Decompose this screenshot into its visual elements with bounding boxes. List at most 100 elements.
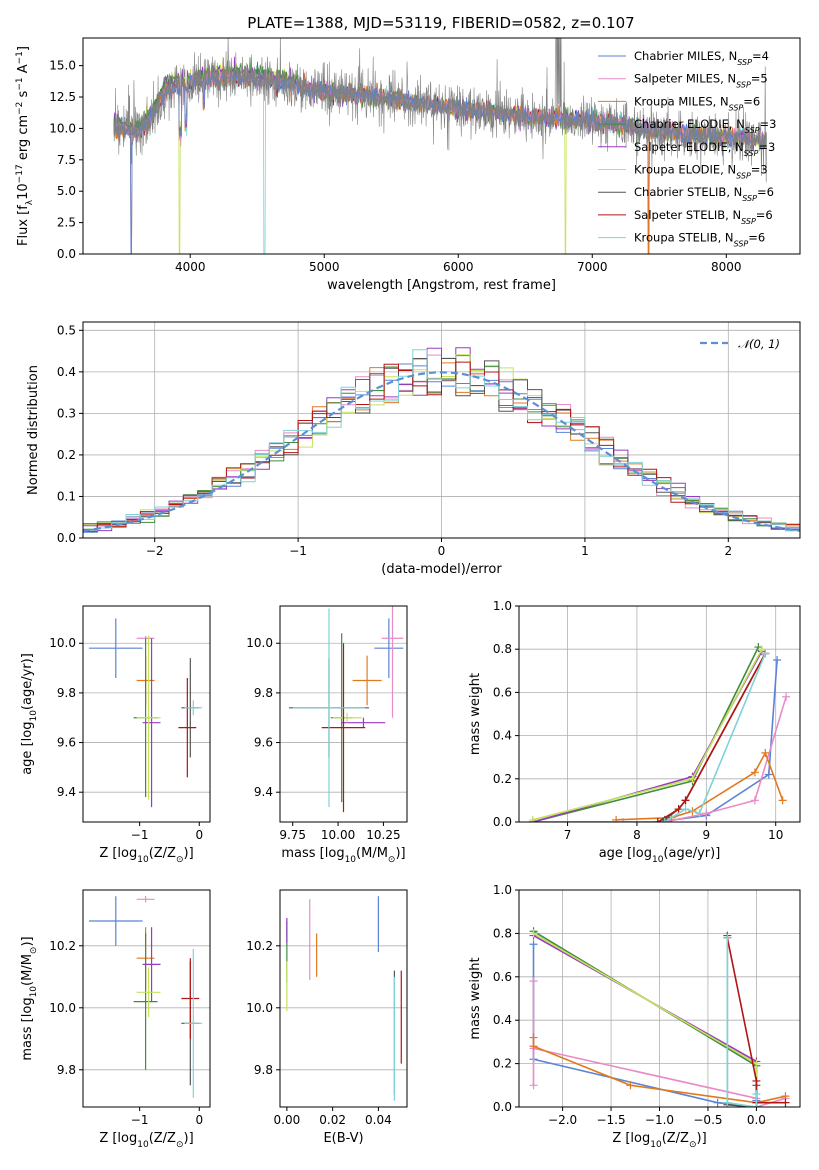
x-axis-label: Z [log10(Z/Z⊙)] — [99, 846, 193, 865]
x-tick-label: 0.00 — [274, 1113, 301, 1127]
label-part: Flux [f — [16, 205, 31, 246]
label-part: )] — [395, 846, 405, 861]
y-tick-label: 0.6 — [493, 970, 512, 984]
y-tick-label: 0.6 — [493, 685, 512, 699]
series-marker — [761, 748, 770, 757]
y-tick-label: 10.0 — [49, 636, 76, 650]
x-axis-label: age [log10(age/yr)] — [599, 846, 721, 865]
series-marker — [764, 770, 773, 779]
x-axis-label: (data-model)/error — [381, 562, 502, 577]
mass-vs-Z-points — [88, 896, 203, 1098]
series-marker — [752, 1076, 761, 1085]
series-marker — [695, 809, 704, 818]
y-tick-label: 5.0 — [57, 184, 76, 198]
series-marker — [528, 815, 537, 822]
y-tick-label: 0.0 — [493, 815, 512, 829]
label-part: 10 — [345, 855, 357, 865]
series-marker — [529, 940, 538, 949]
legend-text: Salpeter MILES, N — [634, 72, 736, 86]
label-part: 10 — [29, 710, 39, 722]
legend-entry: Salpeter MILES, NSSP=5 — [634, 72, 768, 90]
y-tick-label: 0.0 — [57, 247, 76, 261]
x-tick-label: 1 — [581, 544, 589, 558]
y-tick-label: 9.8 — [57, 1063, 76, 1077]
y-axis-label: mass weight — [468, 957, 483, 1039]
legend-sub: SSP — [737, 58, 752, 67]
series-marker — [757, 645, 766, 654]
x-tick-label: 7000 — [577, 260, 608, 274]
y-tick-label: 0.8 — [493, 642, 512, 656]
y-tick-label: 9.4 — [57, 785, 76, 799]
age-vs-mass-points — [289, 606, 404, 813]
series-marker — [752, 1059, 761, 1068]
legend-suffix: =5 — [751, 72, 768, 86]
y-tick-label: 12.5 — [49, 90, 76, 104]
x-tick-label: 0 — [195, 828, 203, 842]
label-part: mass [log — [281, 846, 344, 861]
series-marker — [674, 805, 683, 814]
series-marker — [529, 1081, 538, 1090]
x-tick-label: 10 — [768, 828, 783, 842]
label-part: age [log — [599, 846, 652, 861]
label-part: Z [log — [99, 846, 137, 861]
y-tick-label: 0.2 — [57, 448, 76, 462]
series-marker — [723, 1098, 732, 1107]
legend-text: Kroupa ELODIE, N — [634, 163, 736, 177]
label-part: )] — [20, 936, 35, 946]
axes-frame — [279, 605, 408, 823]
spectrum-panel: 4000 5000 6000 7000 8000 0.0 2.5 5.0 7.5 10.0 12.5… — [15, 37, 801, 293]
label-part: 10 — [137, 855, 149, 865]
x-tick-label: −2.0 — [548, 1113, 577, 1127]
y-tick-label: 0.1 — [57, 489, 76, 503]
label-part: 10 — [16, 183, 31, 200]
residuals-panel: −2 −1 0 1 2 0.0 0.1 0.2 0.3 0.4 0.5 (data-model)/er… — [26, 321, 801, 577]
series-marker — [781, 1098, 790, 1107]
series-marker — [529, 1033, 538, 1042]
series-line — [533, 930, 758, 1107]
legend-sub: SSP — [745, 126, 760, 135]
label-part: (Z/Z — [662, 1131, 689, 1146]
label-part: −17 — [15, 164, 25, 183]
y-tick-label: 1.0 — [493, 599, 512, 613]
x-tick-label: 10.25 — [366, 828, 400, 842]
x-tick-label: 10.00 — [321, 828, 355, 842]
y-tick-label: 0.0 — [493, 1100, 512, 1114]
x-tick-label: 0 — [195, 1113, 203, 1127]
y-tick-label: 0.2 — [493, 1057, 512, 1071]
legend-suffix: =6 — [757, 185, 774, 199]
series-marker — [750, 796, 759, 805]
y-tick-label: 1.0 — [493, 883, 512, 897]
y-tick-label: 9.8 — [57, 686, 76, 700]
legend-suffix: =6 — [743, 94, 760, 108]
label-part: mass [log — [20, 997, 35, 1060]
legend-entry: Chabrier ELODIE, NSSP=3 — [634, 117, 776, 135]
legend-sub: SSP — [736, 80, 751, 89]
legend-sub: SSP — [741, 216, 756, 225]
label-part: 10 — [650, 1140, 662, 1150]
histogram-salpeter-stelib — [83, 361, 800, 538]
series-marker — [626, 1081, 635, 1090]
y-tick-label: 0.4 — [493, 1013, 512, 1027]
series-line — [532, 646, 760, 822]
mass-vs-EBV-points — [286, 896, 402, 1101]
y-axis-label: Normed distribution — [26, 365, 41, 495]
y-tick-label: 9.6 — [254, 736, 273, 750]
x-axis-label: mass [log10(M/M⊙)] — [281, 846, 405, 865]
x-axis-label: Z [log10(Z/Z⊙)] — [99, 1131, 193, 1150]
x-tick-label: 9.75 — [279, 828, 306, 842]
y-axis-label: mass [log10(M/M⊙)] — [20, 936, 39, 1060]
label-part: ⊙ — [176, 1140, 184, 1150]
label-part: 10 — [652, 855, 664, 865]
observed-spectrum-line — [113, 38, 767, 183]
y-tick-label: 10.0 — [49, 121, 76, 135]
legend-text: Chabrier MILES, N — [634, 49, 737, 63]
y-tick-label: 10.2 — [246, 939, 273, 953]
y-tick-label: 0.0 — [57, 531, 76, 545]
x-tick-label: 7 — [564, 828, 572, 842]
massweight-vs-Z-lines — [529, 927, 790, 1107]
series-marker — [529, 929, 538, 938]
label-part: (M/M — [356, 846, 388, 861]
y-axis-label: age [log10(age/yr)] — [20, 653, 39, 775]
